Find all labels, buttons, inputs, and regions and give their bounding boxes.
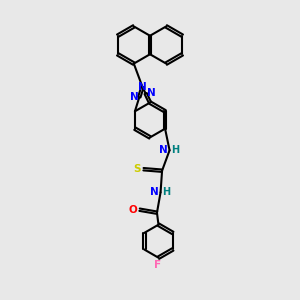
Text: H: H — [171, 145, 179, 155]
Text: F: F — [154, 260, 161, 270]
Text: N: N — [150, 187, 159, 197]
Text: N: N — [147, 88, 155, 98]
Text: N: N — [130, 92, 138, 102]
Text: N: N — [159, 145, 168, 155]
Text: O: O — [129, 205, 137, 215]
Text: S: S — [133, 164, 141, 174]
Text: H: H — [162, 187, 170, 197]
Text: N: N — [138, 82, 147, 92]
